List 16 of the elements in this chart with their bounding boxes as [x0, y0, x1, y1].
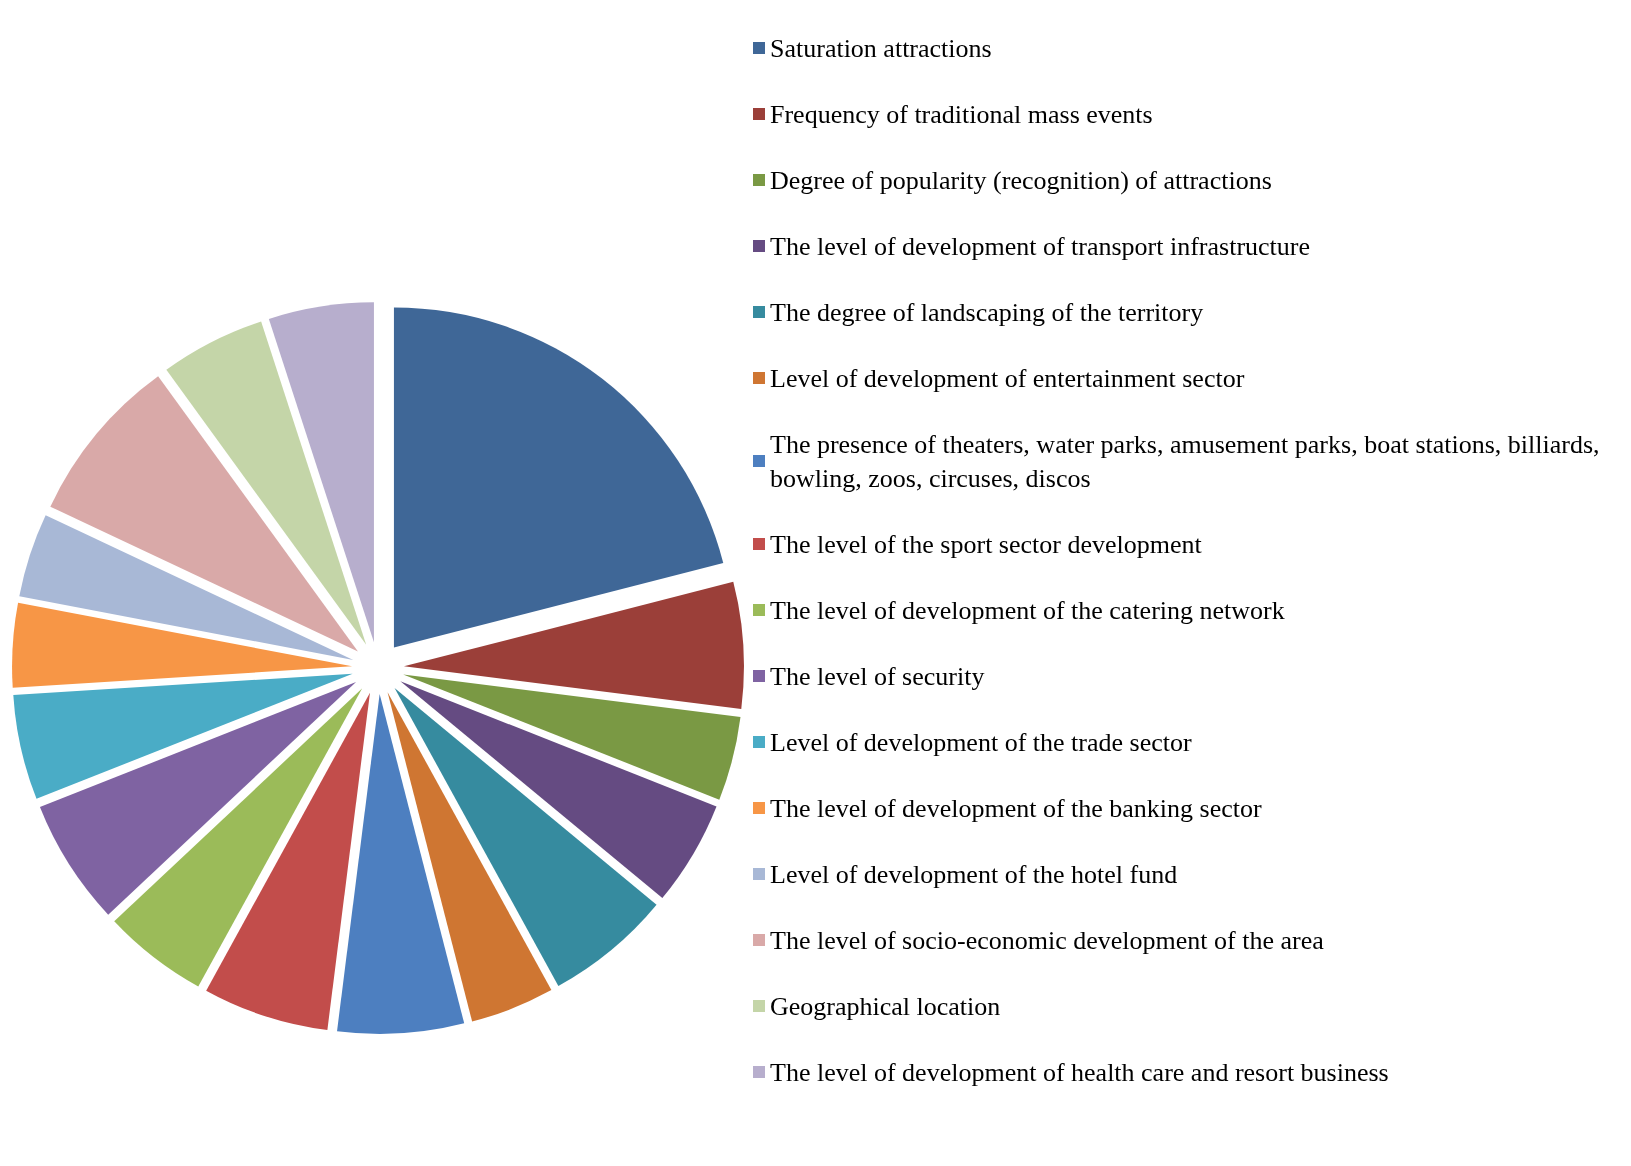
legend-label: The level of security [770, 661, 985, 691]
legend-label: The level of development of health care and resort business [770, 1057, 1389, 1087]
legend-label: The level of development of the banking sector [770, 793, 1263, 823]
legend-label: Geographical location [770, 991, 1001, 1021]
legend-label: Level of development of the hotel fund [770, 859, 1178, 889]
legend-label: The level of socio-economic development of the area [770, 925, 1325, 955]
legend-label: The level of development of the catering network [770, 595, 1285, 625]
legend-label: Degree of popularity (recognition) of attractions [770, 165, 1272, 195]
legend-label: The level of development of transport infrastructure [770, 231, 1311, 261]
legend-label: Level of development of entertainment sector [770, 363, 1245, 393]
legend-label: Saturation attractions [770, 33, 992, 63]
legend-label: The degree of landscaping of the territory [770, 297, 1204, 327]
legend-label: The level of the sport sector development [770, 529, 1203, 559]
legend-label: Frequency of traditional mass events [770, 99, 1153, 129]
legend-label: Level of development of the trade sector [770, 727, 1192, 757]
legend-label: The presence of theaters, water parks, amusement parks, boat stations, billiards, bowling, zoos, circuses, discos [770, 429, 1607, 493]
